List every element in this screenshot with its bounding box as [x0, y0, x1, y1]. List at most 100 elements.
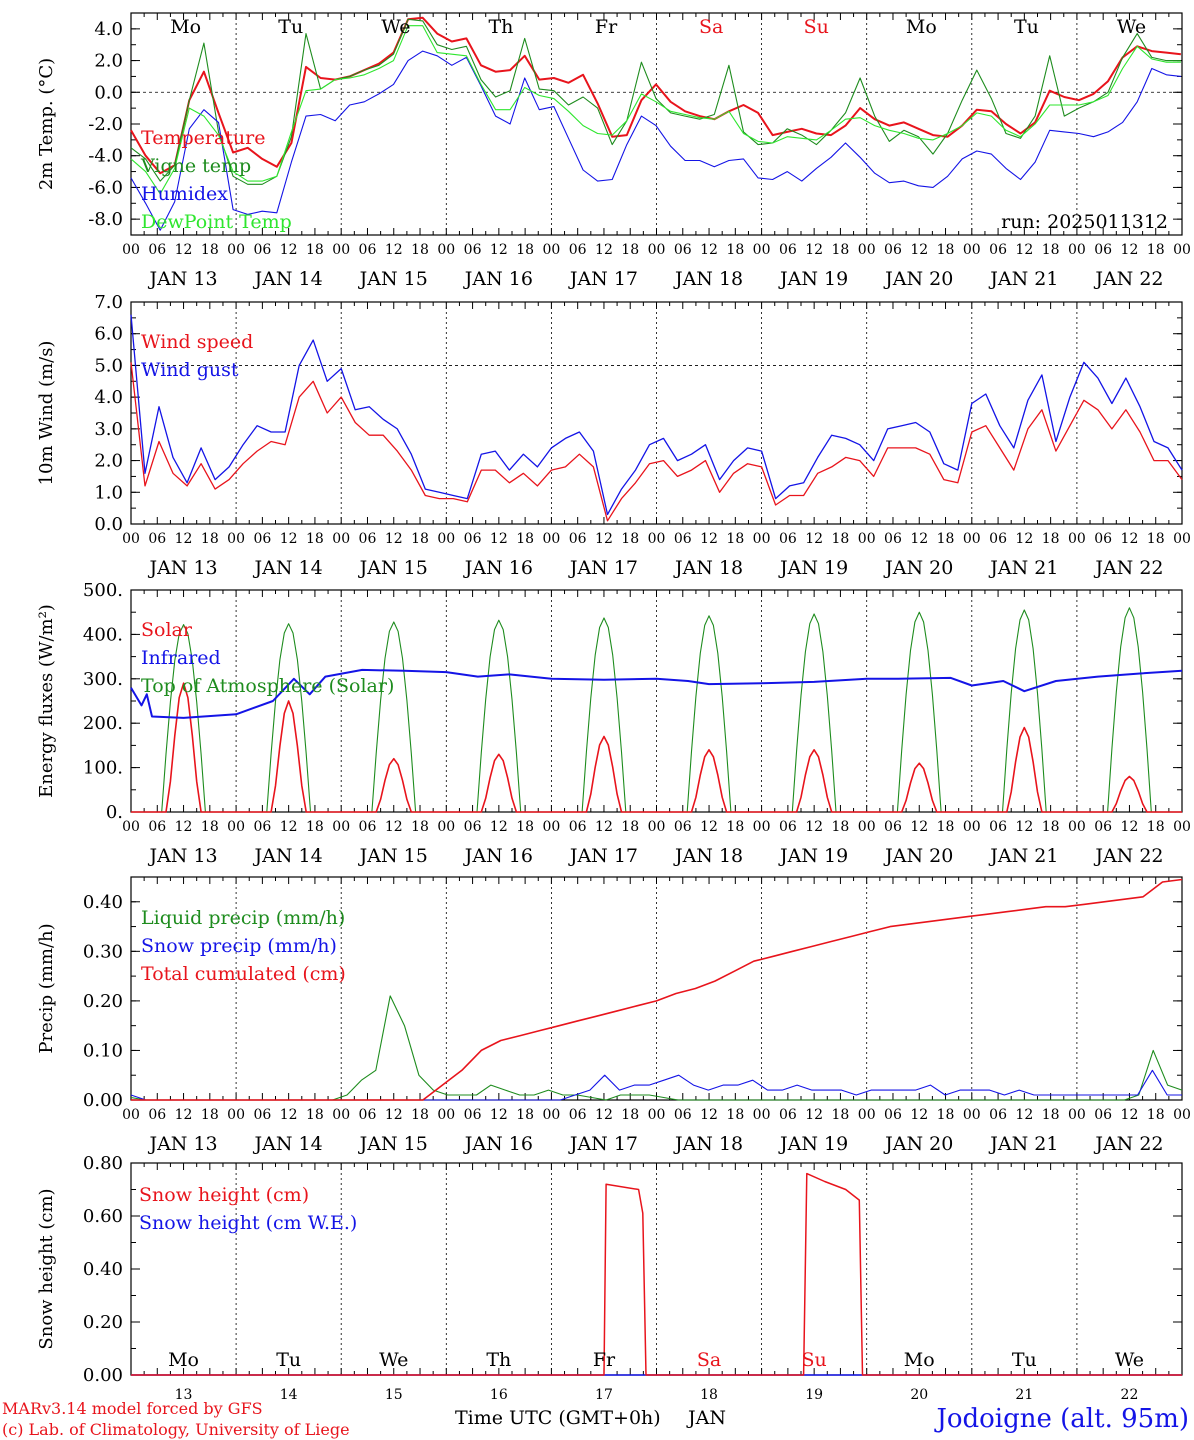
y-tick-label: 0.10 [83, 1040, 123, 1061]
x-date-label: JAN 17 [568, 845, 638, 867]
x-hour-label: 06 [1094, 819, 1112, 835]
y-axis-label: 2m Temp. (°C) [36, 58, 57, 190]
x-hour-label: 12 [280, 242, 298, 258]
day-name: Mo [168, 1349, 199, 1371]
x-hour-label: 06 [989, 531, 1007, 547]
x-hour-label: 06 [359, 531, 377, 547]
x-date-label: JAN 22 [1093, 845, 1163, 867]
x-hour-label: 18 [726, 819, 744, 835]
x-hour-label: 06 [464, 242, 482, 258]
x-date-label: JAN 14 [253, 845, 323, 867]
x-hour-label: 00 [542, 531, 560, 547]
legend-entry: Temperature [141, 127, 265, 149]
x-hour-label: 18 [832, 1107, 850, 1123]
x-hour-label: 18 [726, 531, 744, 547]
y-tick-label: -6.0 [88, 177, 123, 198]
x-hour-label: 18 [621, 531, 639, 547]
x-hour-label: 12 [910, 242, 928, 258]
day-name: We [379, 1349, 408, 1371]
x-hour-label: 18 [516, 242, 534, 258]
x-date-label: JAN 21 [988, 1133, 1058, 1155]
x-date-label: JAN 22 [1093, 268, 1163, 290]
x-date-label: JAN 18 [673, 845, 743, 867]
x-hour-label: 12 [490, 242, 508, 258]
x-hour-label: 00 [227, 1107, 245, 1123]
x-hour-label: 18 [201, 819, 219, 835]
y-axis-label: Precip (mm/h) [36, 923, 57, 1053]
x-hour-label: 12 [1121, 242, 1139, 258]
x-date-label: JAN 15 [358, 845, 428, 867]
x-date-number: 21 [1015, 1387, 1033, 1403]
x-date-label: JAN 15 [358, 557, 428, 579]
x-date-label: JAN 14 [253, 1133, 323, 1155]
x-hour-label: 18 [201, 531, 219, 547]
x-hour-label: 06 [569, 819, 587, 835]
x-hour-label: 06 [359, 242, 377, 258]
x-hour-label: 12 [1015, 1107, 1033, 1123]
x-hour-label: 12 [805, 531, 823, 547]
x-hour-label: 12 [280, 1107, 298, 1123]
x-date-label: JAN 13 [147, 1133, 217, 1155]
legend-entry: Vigne temp [140, 155, 251, 177]
x-hour-label: 18 [516, 531, 534, 547]
x-hour-label: 12 [280, 819, 298, 835]
x-hour-label: 00 [437, 819, 455, 835]
x-hour-label: 00 [332, 531, 350, 547]
x-date-label: JAN 14 [253, 557, 323, 579]
x-hour-label: 00 [858, 242, 876, 258]
x-hour-label: 00 [753, 531, 771, 547]
x-hour-label: 06 [1094, 1107, 1112, 1123]
legend-entry: Liquid precip (mm/h) [141, 907, 345, 929]
x-hour-label: 18 [1147, 242, 1165, 258]
x-date-label: JAN 21 [988, 845, 1058, 867]
y-tick-label: -2.0 [88, 114, 123, 135]
x-hour-label: 00 [1068, 531, 1086, 547]
x-hour-label: 18 [832, 531, 850, 547]
x-hour-label: 12 [175, 1107, 193, 1123]
legend-entry: Wind speed [141, 331, 253, 353]
x-hour-label: 00 [227, 242, 245, 258]
panel-5: 0.80 0.60 0.40 0.20 0.00 Snow height (cm) Snow… [36, 1153, 1183, 1403]
x-hour-label: 06 [464, 531, 482, 547]
x-date-label: JAN 18 [673, 557, 743, 579]
x-hour-label: 00 [542, 242, 560, 258]
x-hour-label: 00 [963, 531, 981, 547]
series-line-vigne-temp [130, 18, 1181, 185]
series-line-wind-speed [130, 362, 1183, 522]
x-hour-label: 06 [148, 242, 166, 258]
x-hour-label: 00 [648, 819, 666, 835]
x-hour-label: 06 [359, 819, 377, 835]
series-line-dewpoint-temp [130, 25, 1181, 195]
x-hour-label: 18 [516, 1107, 534, 1123]
x-hour-label: 00 [648, 1107, 666, 1123]
x-hour-label: 06 [884, 819, 902, 835]
x-date-number: 17 [595, 1387, 613, 1403]
x-axis-month: JAN [686, 1407, 726, 1429]
x-hour-label: 12 [1015, 531, 1033, 547]
x-hour-label: 12 [1121, 1107, 1139, 1123]
x-hour-label: 12 [490, 819, 508, 835]
y-tick-label: 7.0 [94, 292, 123, 313]
x-hour-label: 00 [332, 242, 350, 258]
y-tick-label: 0.00 [83, 1090, 123, 1111]
x-hour-label: 00 [858, 819, 876, 835]
y-tick-label: 0.40 [83, 892, 123, 913]
y-axis-label: Energy fluxes (W/m²) [36, 604, 57, 798]
day-name: Tu [1014, 16, 1039, 38]
x-hour-label: 18 [516, 819, 534, 835]
x-hour-label: 00 [227, 819, 245, 835]
x-hour-label: 00 [963, 1107, 981, 1123]
legend-entry: Humidex [141, 183, 228, 205]
x-hour-label: 00 [122, 531, 140, 547]
x-date-label: JAN 17 [568, 1133, 638, 1155]
footer: MARv3.14 model forced by GFS (c) Lab. of … [2, 1399, 1189, 1439]
x-date-label: JAN 16 [463, 1133, 533, 1155]
day-name: Mo [906, 16, 937, 38]
x-hour-label: 18 [306, 531, 324, 547]
day-name: Fr [595, 16, 618, 38]
series-line-humidex [130, 50, 1181, 231]
x-hour-label: 06 [253, 819, 271, 835]
x-date-label: JAN 16 [463, 268, 533, 290]
station-name: Jodoigne (alt. 95m) [933, 1404, 1189, 1434]
y-tick-label: 0.0 [94, 82, 123, 103]
